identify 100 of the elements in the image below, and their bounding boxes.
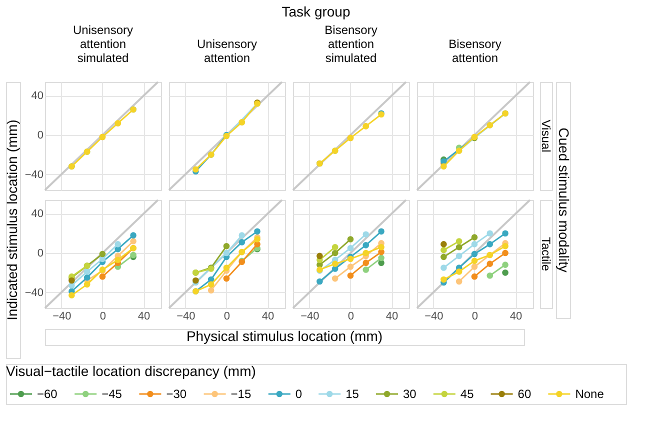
point [471,273,478,280]
point [440,264,447,271]
x-tick-label: −40 [176,310,196,322]
x-tick-label: 40 [262,310,274,322]
legend-label: −30 [166,387,187,401]
legend-label: 60 [518,387,532,401]
point [130,238,136,244]
point [502,270,508,276]
point [440,246,447,254]
legend-label: −60 [37,387,58,401]
x-tick-label: 0 [472,310,478,322]
point [471,258,478,264]
point [502,230,508,237]
chart-title: Unisensory attention simulated [72,23,134,65]
point [502,262,508,268]
point [440,241,447,248]
x-tick-label: 0 [100,310,106,322]
point [208,281,214,288]
text: Physical stimulus location (mm) [186,328,383,344]
point [347,236,354,242]
legend-label: 0 [295,387,302,401]
point [456,252,462,260]
point [378,228,384,235]
chart-title: Bisensory attention simulated [324,23,378,65]
point [84,268,90,275]
point [456,244,462,250]
x-tick-label: −40 [300,310,320,322]
y2-axis-title: Visual [539,120,553,152]
point [316,252,323,260]
legend-label: −45 [102,387,122,401]
point [114,256,122,264]
point [223,250,230,256]
legend-title: Visual−tactile location discrepancy (mm) [6,363,256,379]
point [486,272,494,279]
text: Indicated stimulus location (mm) [4,120,20,320]
point [347,272,354,279]
point [84,274,90,281]
point [362,242,370,248]
y2-axis-title: Tactile [539,236,553,272]
point [223,264,230,271]
point [347,264,354,270]
point [254,228,260,235]
point [130,232,136,238]
point [440,276,447,283]
point [223,242,230,250]
point [362,266,370,273]
point [238,232,246,238]
point [456,238,462,244]
text: Task group [282,4,350,20]
point [223,275,230,282]
point [332,244,338,250]
point [332,260,338,267]
point [332,250,338,256]
point [502,250,508,256]
point [362,231,370,238]
point [238,239,246,246]
point [347,244,354,252]
legend-label: 45 [460,387,474,401]
point [502,242,508,250]
y-tick-label: −40 [24,286,44,299]
y-tick-label: 0 [37,248,44,260]
legend-label: −15 [230,387,252,401]
x-tick-label: 0 [348,310,354,322]
point [471,250,478,258]
y-tick-label: 0 [37,130,44,142]
y-tick-label: 40 [31,90,44,102]
point [471,241,478,248]
point [440,254,447,260]
y-tick-label: 40 [31,208,44,220]
point [456,278,462,285]
point [440,163,447,170]
point [84,281,90,288]
x-tick-label: −40 [424,310,444,322]
point [486,260,494,267]
point [316,278,323,285]
x-tick-label: −40 [52,310,72,322]
point [486,241,494,248]
point [99,250,106,258]
point [99,273,106,280]
point [332,275,338,282]
point [68,277,75,284]
point [456,268,462,275]
x-tick-label: 40 [386,310,398,322]
legend-label: None [575,387,604,401]
text: Cued stimulus modality [556,128,572,272]
legend-label: 30 [403,387,417,401]
point [378,254,384,262]
legend-label: 15 [346,387,360,401]
point [362,260,370,266]
point [486,230,494,237]
chart-title: Unisensory attention [196,37,258,65]
x-tick-label: 40 [138,310,150,322]
point [471,264,478,270]
point [68,292,75,298]
point [114,241,122,248]
x-tick-label: 40 [510,310,522,322]
point [471,234,478,240]
x-tick-label: 0 [224,310,230,322]
point [378,244,384,250]
point [208,287,214,294]
